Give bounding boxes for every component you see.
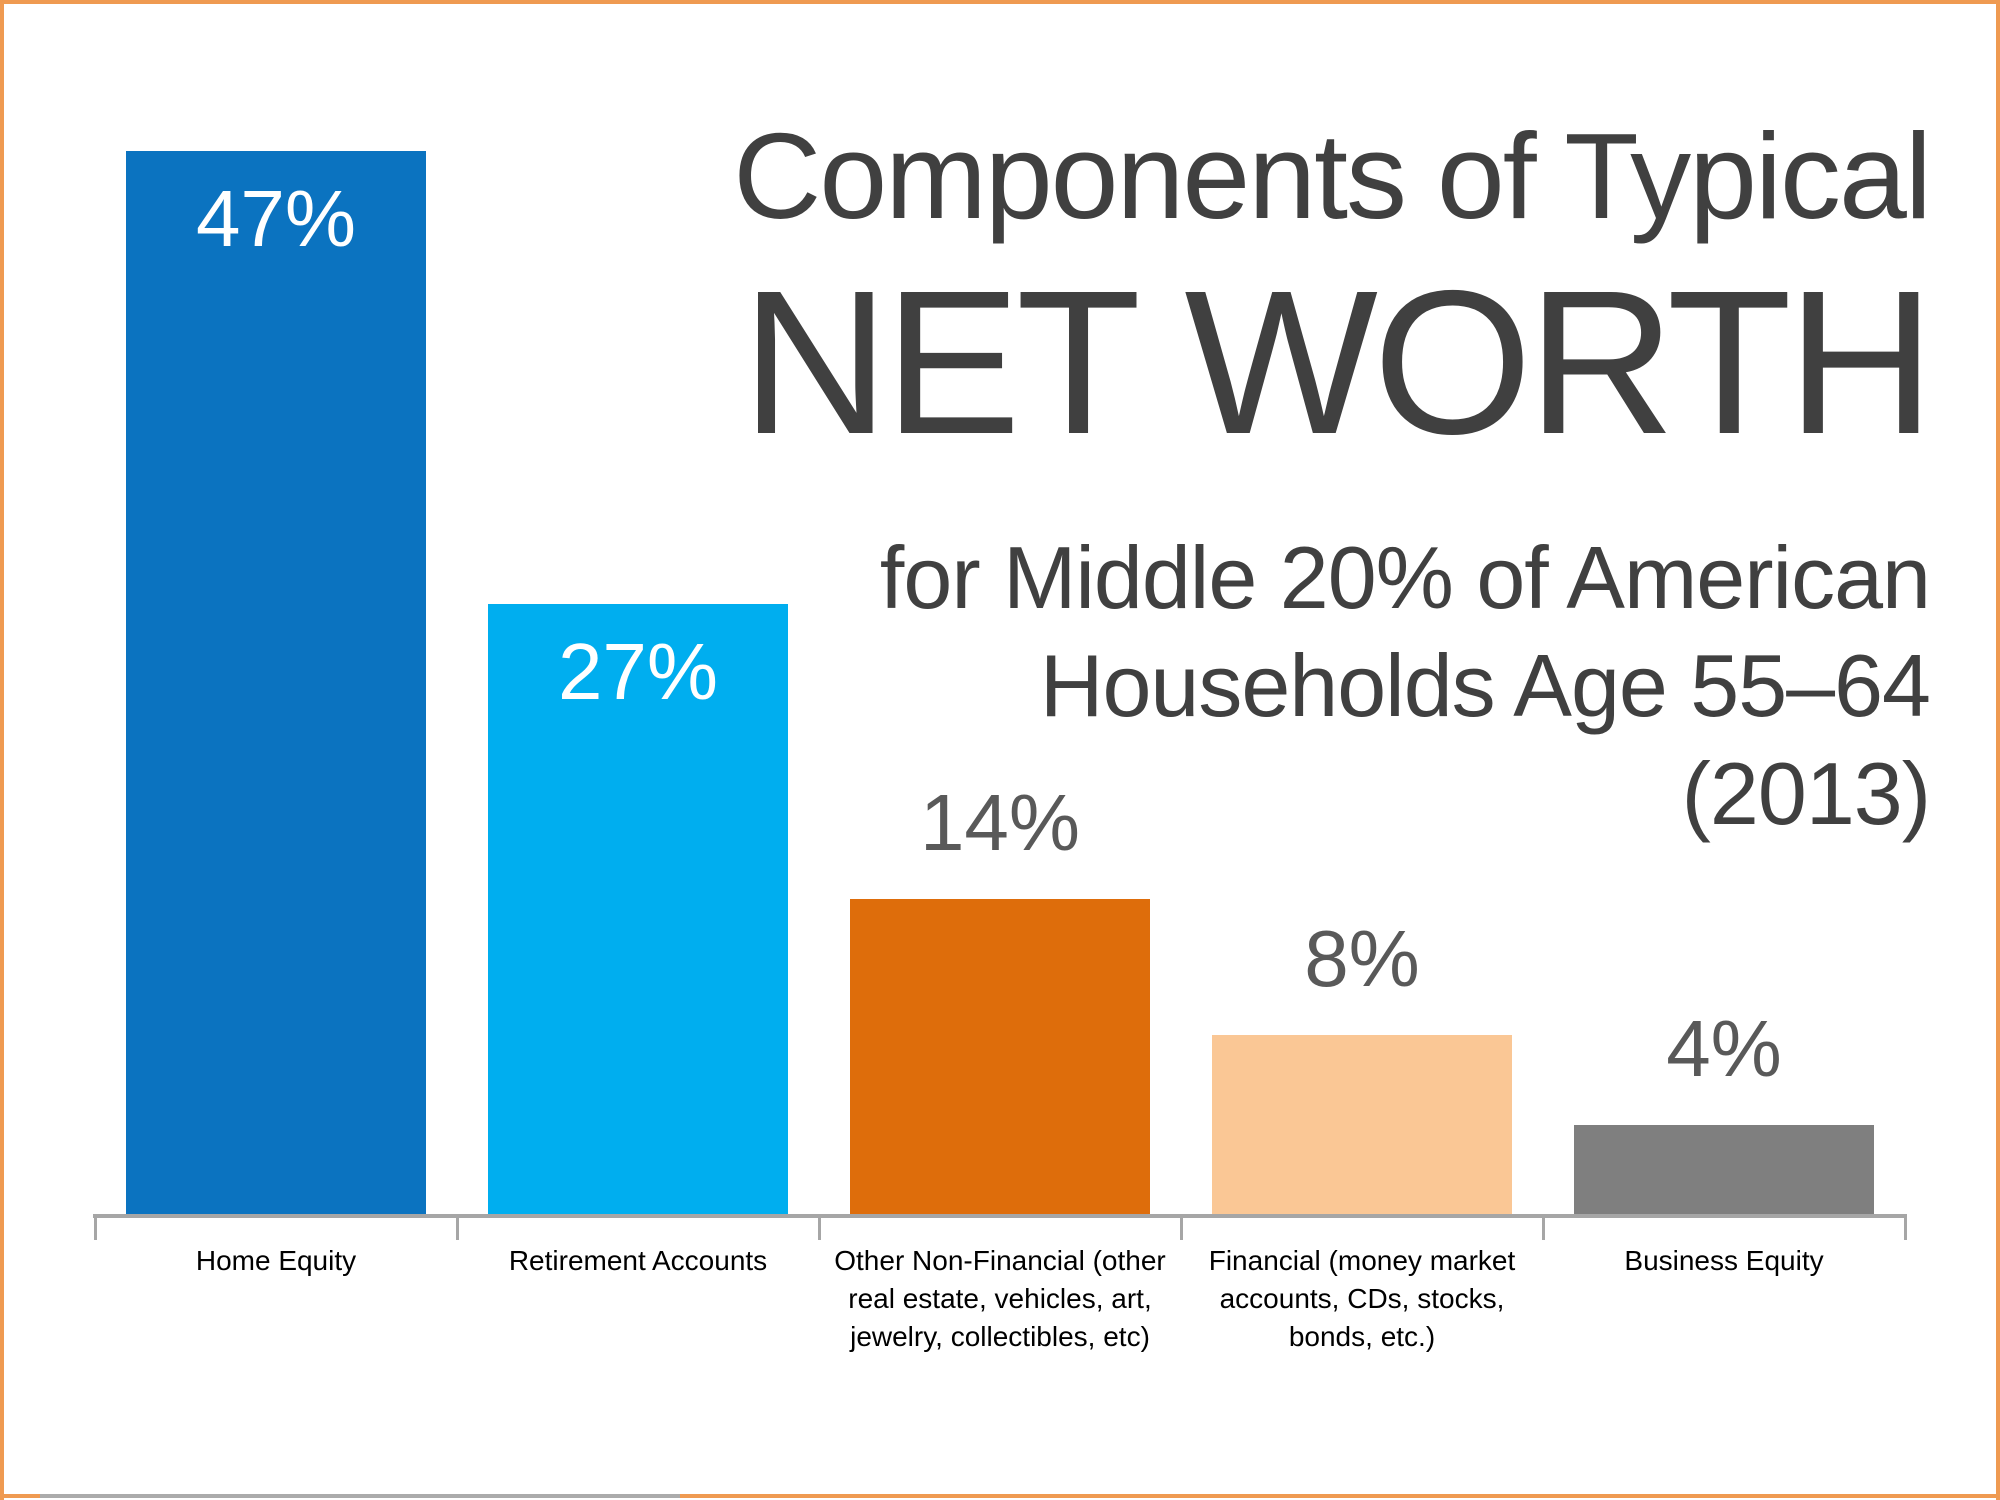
axis-tick-2 [456, 1214, 459, 1240]
axis-tick-3 [818, 1214, 821, 1240]
frame-border-bottom-orange-segment [680, 1494, 2000, 1498]
bar-value-label-1: 47% [195, 174, 357, 263]
frame-border-left [0, 0, 4, 1500]
axis-tick-5 [1542, 1214, 1545, 1240]
chart-title: Components of Typical [733, 108, 1932, 244]
category-label-1: Home Equity [195, 1245, 357, 1276]
chart-title-emphasis: NET WORTH [741, 248, 1935, 477]
axis-tick-1 [94, 1214, 97, 1240]
bar-1 [126, 151, 426, 1216]
bar-value-label-4: 8% [1304, 914, 1420, 1003]
category-label-5: Business Equity [1624, 1245, 1824, 1276]
bar-3 [850, 899, 1150, 1216]
bar-value-label-3: 14% [919, 778, 1081, 867]
category-label-2: Retirement Accounts [508, 1245, 768, 1276]
bar-4 [1212, 1035, 1512, 1216]
frame-border-bottom-gray-segment [40, 1494, 680, 1498]
chart-subtitle: for Middle 20% of American Households Ag… [879, 528, 1931, 843]
frame-border-top [0, 0, 2000, 4]
category-label-3: Other Non-Financial (other real estate, … [834, 1245, 1166, 1352]
frame-border-bottom-left-stub [0, 1494, 40, 1498]
bar-2 [488, 604, 788, 1216]
axis-tick-4 [1180, 1214, 1183, 1240]
frame-border-right [1996, 0, 2000, 1500]
bar-value-label-2: 27% [557, 627, 719, 716]
x-axis-line [93, 1214, 1907, 1218]
category-label-4: Financial (money market accounts, CDs, s… [1208, 1245, 1516, 1352]
axis-tick-6 [1904, 1214, 1907, 1240]
bar-value-label-5: 4% [1666, 1004, 1782, 1093]
bar-5 [1574, 1125, 1874, 1216]
